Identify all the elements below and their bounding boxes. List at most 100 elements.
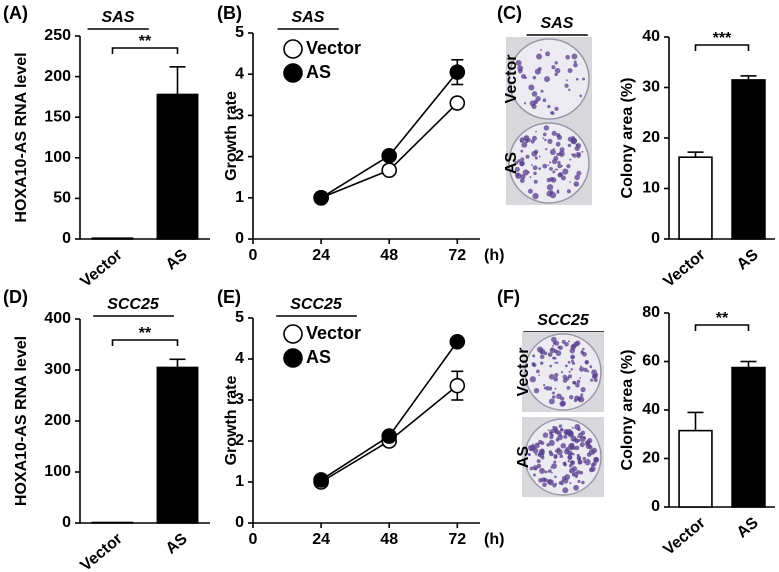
colony: [552, 170, 556, 174]
colony: [586, 452, 592, 457]
colony: [531, 135, 537, 141]
colony: [525, 138, 529, 141]
colony: [570, 359, 574, 363]
x-tick-label: 72: [448, 531, 466, 548]
colony: [539, 354, 545, 360]
colony: [534, 442, 540, 449]
colony: [539, 452, 542, 455]
colony: [564, 341, 569, 347]
y-tick-label: 4: [235, 350, 244, 367]
y-tick-label: 20: [642, 129, 660, 146]
colony: [581, 351, 587, 357]
significance: **: [139, 33, 152, 50]
colony: [561, 479, 564, 483]
colony: [541, 455, 545, 460]
colony: [572, 153, 577, 158]
colony: [580, 393, 584, 397]
colony: [528, 84, 535, 91]
colony: [547, 138, 553, 144]
colony: [549, 149, 556, 156]
legend-marker: [283, 324, 303, 344]
colony: [587, 458, 590, 461]
y-axis-label: Colony area (%): [619, 78, 636, 199]
colony: [520, 149, 524, 153]
colony: [556, 393, 562, 400]
colony: [538, 155, 541, 158]
colony: [557, 163, 562, 169]
colony: [582, 456, 587, 461]
colony: [545, 148, 548, 151]
colony: [565, 428, 573, 436]
x-tick-label: 24: [312, 247, 330, 264]
colony: [593, 456, 600, 463]
colony: [534, 156, 538, 160]
colony: [550, 111, 553, 115]
colony: [586, 370, 590, 373]
y-tick-label: 5: [235, 24, 244, 41]
significance-bracket: [694, 44, 750, 51]
colony: [577, 457, 581, 461]
legend-label: Vector: [306, 38, 361, 58]
colony: [588, 467, 594, 473]
colony: [556, 152, 560, 157]
x-axis-label: (h): [484, 531, 504, 548]
colony: [552, 425, 555, 428]
colony: [567, 459, 571, 463]
colony: [573, 181, 580, 187]
colony: [567, 68, 573, 74]
colony: [539, 361, 544, 365]
colony: [535, 95, 541, 102]
colony: [552, 356, 555, 360]
colony: [575, 382, 580, 388]
x-tick-label: Vector: [77, 246, 125, 290]
colony: [579, 366, 585, 372]
colony: [554, 340, 560, 346]
colony: [553, 155, 559, 161]
point: [449, 333, 466, 350]
colony: [564, 83, 569, 88]
colony: [549, 364, 552, 368]
colony: [521, 73, 527, 79]
colony: [536, 459, 541, 464]
colony: [560, 442, 567, 449]
colony: [528, 444, 535, 452]
colony: [532, 75, 537, 80]
colony: [571, 426, 574, 429]
colony: [549, 166, 553, 171]
colony: [553, 460, 557, 464]
colony: [566, 189, 571, 194]
colony: [580, 350, 583, 353]
x-tick-label: AS: [734, 514, 762, 542]
colony: [532, 443, 534, 446]
colony: [550, 466, 553, 469]
colony: [554, 475, 557, 479]
bar: [91, 237, 134, 240]
colony: [590, 463, 595, 467]
colony: [554, 361, 557, 364]
panel-label: (B): [217, 3, 242, 23]
colony: [521, 141, 528, 148]
colony: [545, 51, 551, 57]
colony: [532, 448, 539, 454]
point: [449, 377, 466, 394]
colony: [548, 439, 555, 447]
y-tick-label: 60: [642, 353, 660, 370]
colony: [531, 164, 533, 166]
colony: [529, 466, 534, 471]
colony: [579, 442, 585, 448]
colony: [552, 344, 554, 347]
colony: [544, 76, 551, 83]
y-tick-label: 10: [642, 180, 660, 197]
colony: [574, 445, 580, 451]
x-tick-label: AS: [734, 246, 762, 274]
colony: [569, 482, 572, 485]
colony: [556, 134, 563, 140]
colony: [546, 443, 550, 447]
y-tick-label: 2: [235, 432, 244, 449]
colony: [571, 343, 576, 349]
colony: [535, 130, 537, 133]
panel-label: (A): [3, 3, 28, 23]
y-axis-label: HOXA10-AS RNA level: [13, 52, 30, 222]
colony: [556, 447, 561, 452]
colony: [536, 463, 542, 469]
